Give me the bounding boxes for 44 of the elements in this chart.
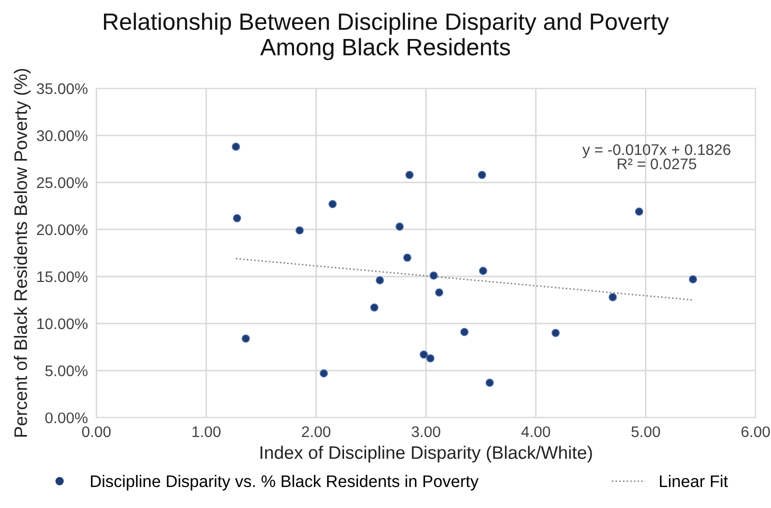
point [635, 208, 644, 216]
y-tick-label: 5.00% [45, 365, 88, 376]
y-tick-label: 10.00% [37, 318, 88, 330]
y-tick-label: 20.00% [36, 224, 88, 236]
point [320, 369, 328, 378]
x-tick-label: 3.00 [412, 426, 440, 438]
point [688, 275, 698, 284]
point [232, 214, 242, 222]
point [486, 378, 494, 387]
annotation: y = -0.0107x + 0.1826 R² = 0.0275 [582, 144, 730, 170]
point [435, 288, 444, 297]
point [296, 226, 304, 235]
x-tick-label: 4.00 [521, 426, 550, 438]
point [420, 350, 428, 359]
y-tick-label: 35.00% [36, 83, 88, 94]
point [460, 328, 469, 336]
point [396, 222, 404, 231]
x-tick-label: 2.00 [302, 426, 330, 438]
point [242, 334, 250, 343]
point [376, 276, 384, 284]
legend-label: Linear Fit [660, 474, 728, 488]
x-tick-label: 1.00 [192, 426, 221, 438]
x-tick-label: 5.00 [631, 426, 660, 438]
point [328, 200, 337, 208]
y-axis-title: Percent of Black Residents Below Poverty (%) [14, 68, 31, 437]
y-tick-label: 15.00% [37, 271, 88, 282]
chart-title: Relationship Between Discipline Disparity and Poverty Among Black Residents [104, 12, 669, 60]
y-tick-label: 0.00% [45, 412, 88, 424]
point [232, 142, 240, 151]
point [478, 170, 486, 180]
legend-label: Discipline Disparity vs. % Black Residents in Poverty [90, 474, 479, 490]
y-tick-label: 30.00% [36, 130, 88, 142]
point [426, 354, 434, 362]
x-axis-title: Index of Discipline Disparity (Black/White) [260, 446, 592, 463]
point [370, 303, 378, 312]
point [552, 328, 560, 338]
y-tick-label: 25.00% [36, 177, 88, 188]
point [403, 254, 412, 262]
point [479, 266, 488, 275]
x-tick-label: 0.00 [82, 426, 111, 438]
x-tick-label: 6.00 [741, 426, 770, 438]
point [430, 271, 438, 280]
point [608, 293, 617, 302]
point [405, 170, 414, 180]
